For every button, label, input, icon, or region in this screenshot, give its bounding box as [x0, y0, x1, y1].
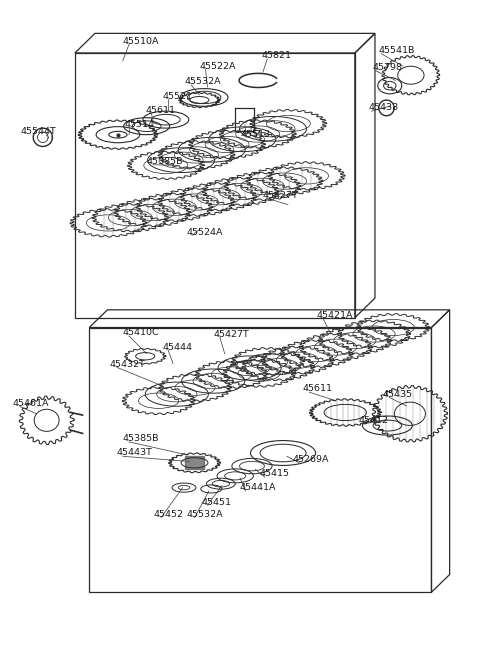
Text: 45532A: 45532A — [186, 510, 223, 519]
Text: 45611: 45611 — [302, 384, 332, 394]
Text: 45435: 45435 — [383, 390, 413, 399]
Text: 45524A: 45524A — [186, 227, 223, 236]
Text: 45385B: 45385B — [123, 434, 159, 443]
Text: 45544T: 45544T — [21, 127, 57, 136]
Text: 45427T: 45427T — [214, 329, 250, 339]
Text: 45522A: 45522A — [199, 62, 236, 71]
Text: 45461A: 45461A — [12, 399, 49, 408]
Text: 45432T: 45432T — [110, 360, 146, 369]
Text: 45443T: 45443T — [117, 449, 153, 457]
Text: 45514: 45514 — [124, 121, 154, 130]
Text: 45444: 45444 — [162, 343, 192, 352]
Text: 45513: 45513 — [241, 130, 271, 138]
Text: 45451: 45451 — [202, 498, 232, 506]
Text: 45412: 45412 — [358, 416, 388, 425]
Text: 45421A: 45421A — [317, 311, 353, 320]
Text: 45441A: 45441A — [240, 483, 276, 492]
Text: 45821: 45821 — [262, 51, 291, 60]
Text: 45427T: 45427T — [263, 191, 299, 200]
Text: 45798: 45798 — [372, 63, 402, 72]
Text: 45433: 45433 — [369, 103, 399, 113]
Text: 45611: 45611 — [146, 106, 176, 115]
Text: 45532A: 45532A — [185, 77, 222, 86]
Text: 45415: 45415 — [259, 470, 289, 478]
Text: 45410C: 45410C — [123, 328, 159, 337]
Text: 45541B: 45541B — [379, 46, 415, 55]
Text: 45385B: 45385B — [147, 157, 183, 166]
Text: 45510A: 45510A — [123, 37, 159, 46]
Text: 45452: 45452 — [154, 510, 184, 519]
Text: 45521: 45521 — [162, 92, 192, 101]
Text: 45269A: 45269A — [293, 455, 329, 464]
